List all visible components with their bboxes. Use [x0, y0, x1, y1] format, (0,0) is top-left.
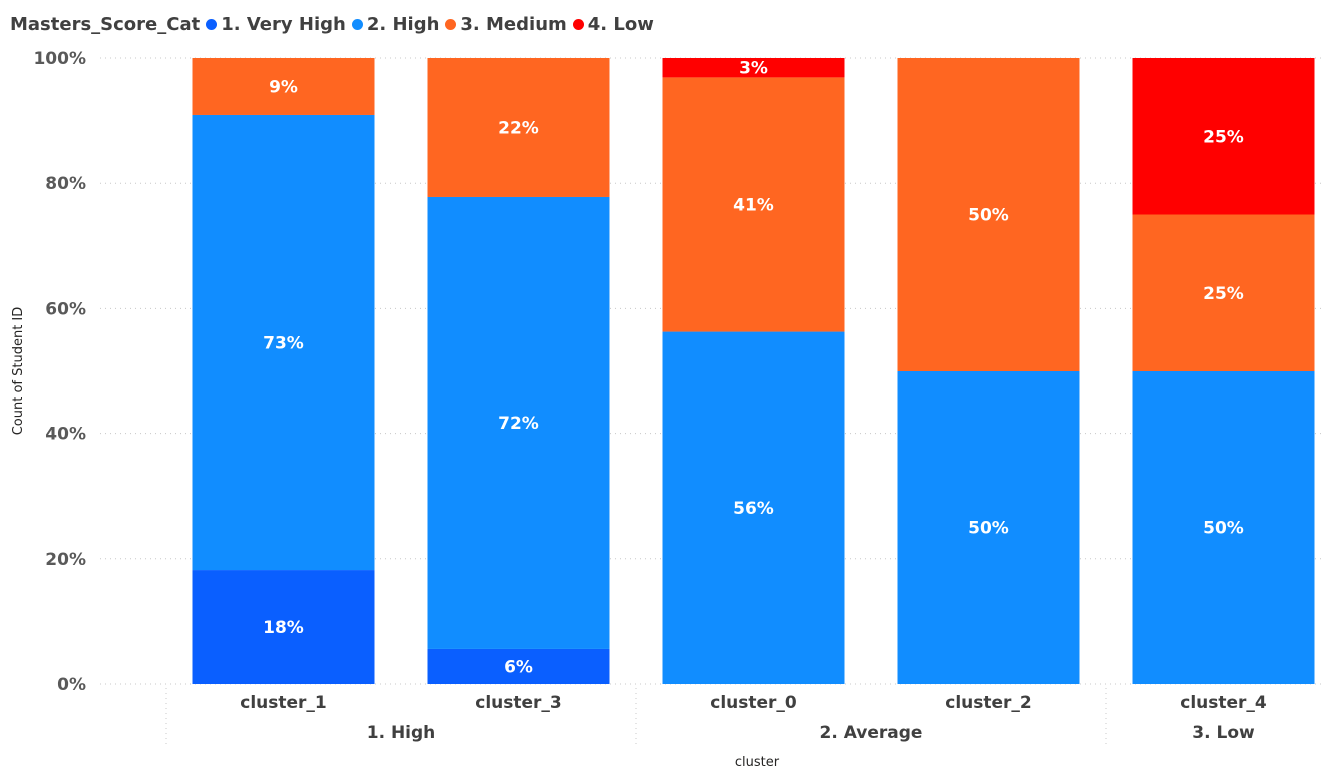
legend-item-label: 3. Medium	[460, 13, 567, 35]
y-tick-label: 100%	[33, 49, 86, 69]
x-tick-label: cluster_1	[240, 693, 327, 713]
data-label: 72%	[498, 414, 539, 434]
data-label: 50%	[968, 519, 1009, 539]
data-label: 25%	[1203, 284, 1244, 304]
x-tick-label: cluster_0	[710, 693, 797, 713]
x-tick-label: cluster_4	[1180, 693, 1267, 713]
legend-item-label: 1. Very High	[221, 13, 346, 35]
y-tick-label: 20%	[45, 550, 86, 570]
y-tick-label: 60%	[45, 299, 86, 319]
data-label: 6%	[504, 657, 533, 677]
bar-segment	[192, 114, 375, 571]
bar-segment	[662, 331, 845, 684]
bar-segment	[192, 58, 375, 115]
data-label: 9%	[269, 77, 298, 97]
bar-segment	[662, 58, 845, 78]
y-axis-title: Count of Student ID	[11, 307, 26, 436]
legend-dot-icon	[206, 18, 218, 30]
bar-segment	[897, 371, 1080, 684]
group-label: 3. Low	[1192, 723, 1255, 743]
data-label: 50%	[1203, 519, 1244, 539]
bar-segment	[427, 58, 610, 197]
legend-dot-icon	[572, 18, 584, 30]
legend-item-label: 4. Low	[587, 13, 654, 35]
legend-title: Masters_Score_Cat	[10, 13, 201, 35]
data-label: 25%	[1203, 127, 1244, 147]
data-label: 41%	[733, 195, 774, 215]
data-label: 73%	[263, 334, 304, 354]
legend-item-4[interactable]: 4. Low	[572, 13, 654, 35]
x-axis-title: cluster	[735, 755, 780, 770]
legend: Masters_Score_Cat 1. Very High 2. High 3. …	[10, 9, 660, 39]
group-label: 2. Average	[820, 723, 923, 743]
legend-dot-icon	[351, 18, 363, 30]
legend-item-1[interactable]: 1. Very High	[206, 14, 346, 35]
y-tick-label: 0%	[57, 675, 86, 695]
bar-segment	[192, 570, 375, 684]
data-label: 18%	[263, 618, 304, 638]
bar-segment	[662, 77, 845, 332]
bar-segment	[1132, 371, 1315, 684]
bar-segment	[897, 58, 1080, 371]
x-tick-label: cluster_3	[475, 693, 562, 713]
legend-item-3[interactable]: 3. Medium	[445, 13, 567, 35]
data-label: 56%	[733, 499, 774, 519]
bar-segment	[427, 196, 610, 649]
group-label: 1. High	[367, 723, 436, 743]
legend-dot-icon	[445, 18, 457, 30]
y-tick-label: 40%	[45, 425, 86, 445]
bar-segment	[1132, 58, 1315, 215]
bar-segment	[1132, 214, 1315, 371]
x-tick-label: cluster_2	[945, 693, 1032, 713]
data-label: 22%	[498, 118, 539, 138]
y-tick-label: 80%	[45, 174, 86, 194]
legend-item-2[interactable]: 2. High	[351, 13, 440, 35]
data-label: 50%	[968, 206, 1009, 226]
data-label: 3%	[739, 59, 768, 79]
bar-segment	[427, 648, 610, 684]
legend-item-label: 2. High	[366, 13, 440, 35]
